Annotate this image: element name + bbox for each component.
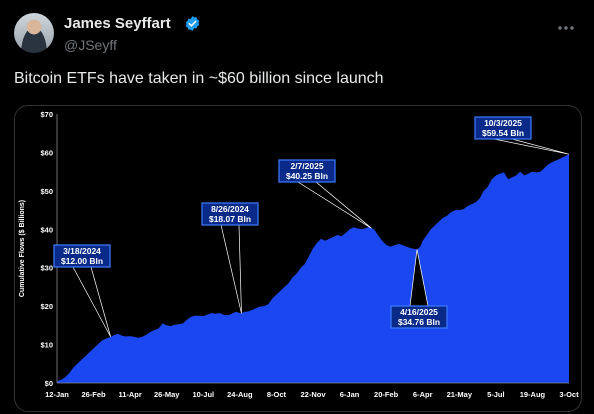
x-tick-label: 26-Feb [81, 390, 106, 399]
annotation-callout: 10/3/2025$59.54 Bln [474, 116, 570, 155]
more-options-icon[interactable] [556, 18, 576, 38]
x-tick-label: 21-May [447, 390, 473, 399]
y-tick-label: $30 [40, 264, 53, 273]
author-name[interactable]: James Seyffart [64, 15, 171, 32]
annotation-date: 4/16/2025 [400, 307, 438, 317]
y-tick-label: $10 [40, 341, 53, 350]
annotation-box [474, 116, 532, 140]
x-tick-label: 8-Oct [267, 390, 287, 399]
annotation-box [278, 159, 336, 183]
annotations: 3/18/2024$12.00 Bln 8/26/2024$18.07 Bln 2/… [53, 116, 570, 338]
x-tick-label: 24-Aug [227, 390, 253, 399]
annotation-pointer [296, 181, 372, 229]
annotation-callout: 3/18/2024$12.00 Bln [53, 244, 111, 338]
annotation-value: $34.76 Bln [398, 317, 440, 327]
x-tick-label: 20-Feb [374, 390, 399, 399]
x-tick-label: 3-Oct [559, 390, 579, 399]
y-tick-label: $50 [40, 187, 53, 196]
annotation-callout: 8/26/2024$18.07 Bln [201, 202, 259, 314]
x-tick-labels: 12-Jan 26-Feb 11-Apr 26-May 10-Jul 24-Aug 8-Oc… [45, 390, 579, 399]
post-text: Bitcoin ETFs have taken in ~$60 billion … [14, 70, 384, 87]
x-tick-label: 5-Jul [487, 390, 505, 399]
y-axis-title-group: Cumulative Flows ($ Billions) [19, 200, 26, 297]
annotation-box [201, 202, 259, 226]
y-tick-label: $60 [40, 148, 53, 157]
annotation-date: 10/3/2025 [484, 118, 522, 128]
annotation-box [53, 244, 111, 268]
annotation-value: $59.54 Bln [482, 128, 524, 138]
y-tick-label: $70 [40, 110, 53, 119]
author-handle[interactable]: @JSeyff [64, 37, 117, 53]
y-tick-labels: $0 $10 $20 $30 $40 $50 $60 $70 [40, 110, 53, 388]
annotation-pointer [72, 266, 111, 338]
annotation-value: $40.25 Bln [286, 171, 328, 181]
x-tick-label: 6-Jan [340, 390, 360, 399]
annotation-date: 2/7/2025 [290, 161, 323, 171]
annotation-pointer [220, 224, 242, 314]
x-tick-label: 10-Jul [192, 390, 214, 399]
x-tick-label: 19-Aug [520, 390, 546, 399]
chart: Cumulative Flows ($ Billions) $0 $10 $20 $3… [19, 110, 579, 399]
x-tick-label: 26-May [154, 390, 180, 399]
x-tick-label: 6-Apr [413, 390, 433, 399]
y-tick-label: $20 [40, 302, 53, 311]
annotation-value: $12.00 Bln [61, 256, 103, 266]
x-tick-label: 12-Jan [45, 390, 69, 399]
post-header: James Seyffart @JSeyff [14, 10, 580, 56]
verified-badge-icon [185, 16, 200, 31]
annotation-pointer [493, 138, 570, 155]
chart-image-card[interactable]: Cumulative Flows ($ Billions) $0 $10 $20 $3… [14, 105, 582, 412]
annotation-value: $18.07 Bln [209, 214, 251, 224]
y-axis-title: Cumulative Flows ($ Billions) [19, 200, 26, 297]
annotation-callout: 4/16/2025$34.76 Bln [390, 249, 448, 329]
annotation-callout: 2/7/2025$40.25 Bln [278, 159, 372, 229]
annotation-box [390, 305, 448, 329]
y-tick-label: $0 [45, 379, 53, 388]
annotation-date: 8/26/2024 [211, 204, 249, 214]
x-tick-label: 11-Apr [118, 390, 141, 399]
y-tick-label: $40 [40, 225, 53, 234]
author-avatar[interactable] [14, 13, 54, 53]
annotation-date: 3/18/2024 [63, 246, 101, 256]
x-tick-label: 22-Nov [300, 390, 326, 399]
